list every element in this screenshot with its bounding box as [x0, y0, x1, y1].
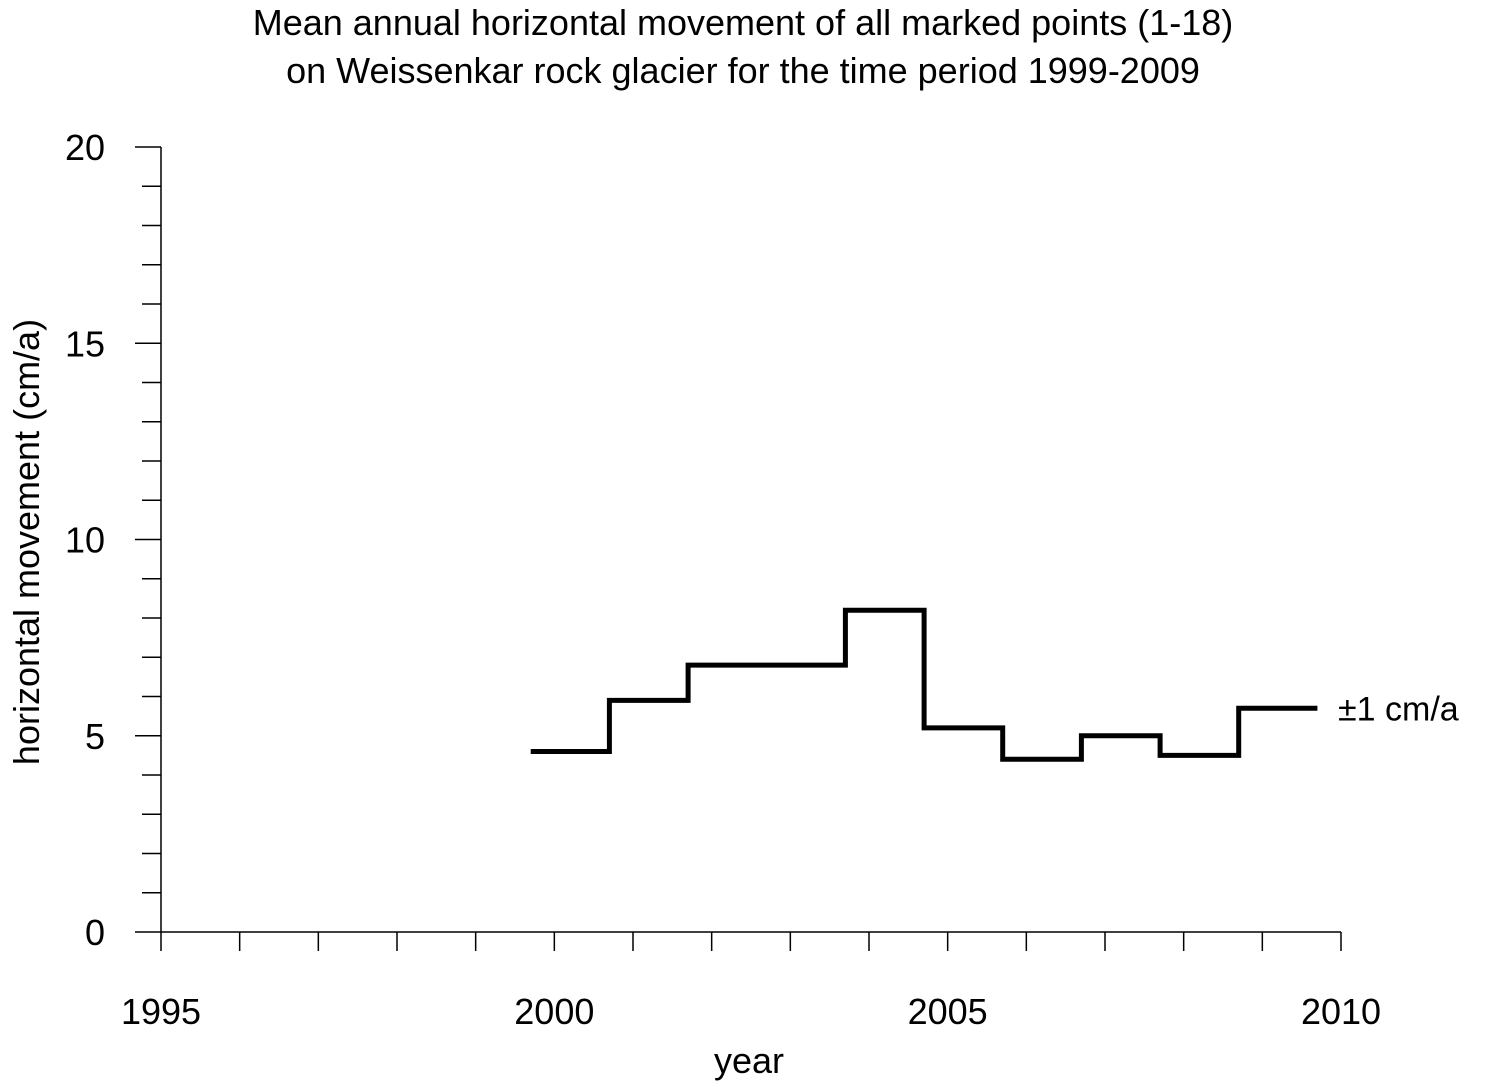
x-tick-label: 2000: [514, 991, 594, 1032]
step-series-line: [530, 607, 1318, 762]
x-axis-label: year: [714, 1040, 784, 1081]
tick-labels: 1995 2000 2005 2010 0 5 10 15 20: [65, 127, 1381, 1032]
chart-title-line1: Mean annual horizontal movement of all m…: [253, 2, 1234, 43]
y-tick-label: 0: [85, 912, 105, 953]
tick-marks: [135, 146, 1342, 951]
y-tick-label: 10: [65, 520, 105, 561]
data-series: [530, 607, 1318, 762]
x-tick-label: 1995: [121, 991, 201, 1032]
x-tick-label: 2005: [908, 991, 988, 1032]
uncertainty-annotation: ±1 cm/a: [1338, 690, 1459, 728]
y-tick-label: 5: [85, 716, 105, 757]
y-tick-label: 20: [65, 127, 105, 168]
axes: [160, 147, 1341, 933]
chart-title-line2: on Weissenkar rock glacier for the time …: [286, 50, 1200, 91]
y-axis-label: horizontal movement (cm/a): [6, 319, 47, 765]
x-tick-label: 2010: [1301, 991, 1381, 1032]
y-tick-label: 15: [65, 323, 105, 364]
